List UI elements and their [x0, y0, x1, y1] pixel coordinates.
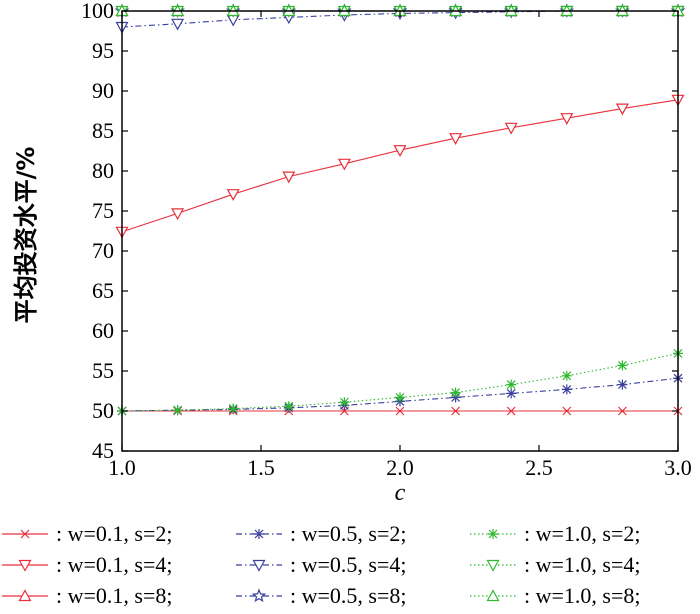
series-1 [117, 406, 683, 416]
legend-marker [488, 529, 498, 539]
y-tick-label: 55 [92, 358, 114, 383]
legend-item: : w=0.1, s=8; [2, 583, 173, 608]
data-point [171, 18, 185, 31]
legend-label: : w=0.1, s=4; [56, 552, 173, 577]
data-point [560, 113, 574, 125]
legend-marker [486, 589, 500, 602]
series-line [121, 352, 679, 412]
legend-label: : w=1.0, s=4; [524, 552, 641, 577]
data-point [226, 189, 240, 201]
legend: : w=0.1, s=2; : w=0.1, s=4; : w=0.1, s=8;:… [2, 521, 641, 608]
data-point [561, 384, 572, 395]
series-line [121, 99, 679, 233]
data-point [504, 122, 518, 135]
series-group [114, 3, 686, 416]
y-tick-label: 60 [92, 318, 114, 343]
x-tick-label: 2.0 [386, 455, 414, 480]
y-tick-label: 100 [81, 0, 114, 23]
legend-label: : w=0.5, s=4; [290, 552, 407, 577]
data-point [393, 145, 407, 157]
data-point [506, 406, 516, 416]
data-point [449, 133, 463, 145]
y-tick-label: 75 [92, 198, 114, 223]
y-tick-label: 70 [92, 238, 114, 263]
y-axis: 45 50 55 60 65 70 75 80 85 90 95 100 [81, 0, 678, 463]
legend-label: : w=0.1, s=8; [56, 583, 173, 608]
plot-frame [121, 10, 679, 452]
data-point [171, 208, 185, 221]
legend-marker [18, 559, 32, 572]
data-point [228, 403, 239, 414]
legend-marker [251, 588, 267, 603]
legend-label: : w=0.5, s=2; [290, 521, 407, 546]
legend-label: : w=1.0, s=8; [524, 583, 641, 608]
x-tick-label: 1.5 [247, 455, 275, 480]
y-axis-title: 平均投资水平/% [12, 147, 40, 324]
data-point [395, 406, 405, 416]
x-tick-label: 1.0 [108, 455, 136, 480]
legend-label: : w=0.1, s=2; [56, 521, 173, 546]
y-tick-label: 65 [92, 278, 114, 303]
data-point [339, 397, 350, 408]
x-tick-label: 3.0 [664, 455, 692, 480]
y-tick-label: 50 [92, 398, 114, 423]
x-axis: 1.0 1.5 2.0 2.5 3.0 [108, 11, 692, 480]
y-tick-label: 45 [92, 438, 114, 463]
data-point [450, 387, 461, 398]
x-axis-title: c [395, 480, 406, 506]
legend-marker [486, 559, 500, 572]
data-point [617, 360, 628, 371]
data-point [562, 406, 572, 416]
data-point [283, 401, 294, 412]
legend-marker [254, 529, 264, 539]
data-point [282, 171, 296, 184]
legend-marker [18, 589, 32, 602]
legend-item: : w=1.0, s=2; [470, 521, 641, 546]
legend-label: : w=1.0, s=2; [524, 521, 641, 546]
legend-marker [20, 529, 30, 539]
legend-item: : w=0.5, s=2; [236, 521, 407, 546]
series-2 [115, 94, 685, 239]
legend-item: : w=1.0, s=4; [470, 552, 641, 577]
data-point [561, 370, 572, 381]
data-point [395, 392, 405, 403]
series-line [121, 377, 679, 412]
legend-marker [252, 559, 266, 572]
legend-item: : w=1.0, s=8; [470, 583, 641, 608]
legend-item: : w=0.5, s=8; [236, 583, 407, 608]
y-tick-label: 95 [92, 38, 114, 63]
data-point [337, 158, 351, 171]
data-point [172, 405, 183, 416]
legend-item: : w=0.1, s=4; [2, 552, 173, 577]
y-tick-label: 80 [92, 158, 114, 183]
data-point [617, 406, 627, 416]
x-tick-label: 2.5 [525, 455, 553, 480]
legend-label: : w=0.5, s=8; [290, 583, 407, 608]
data-point [615, 103, 629, 116]
legend-item: : w=0.5, s=4; [236, 552, 407, 577]
legend-item: : w=0.1, s=2; [2, 521, 173, 546]
y-tick-label: 85 [92, 118, 114, 143]
data-point [506, 388, 517, 399]
y-tick-label: 90 [92, 78, 114, 103]
data-point [451, 406, 461, 416]
data-point [506, 379, 517, 390]
data-point [617, 379, 628, 390]
